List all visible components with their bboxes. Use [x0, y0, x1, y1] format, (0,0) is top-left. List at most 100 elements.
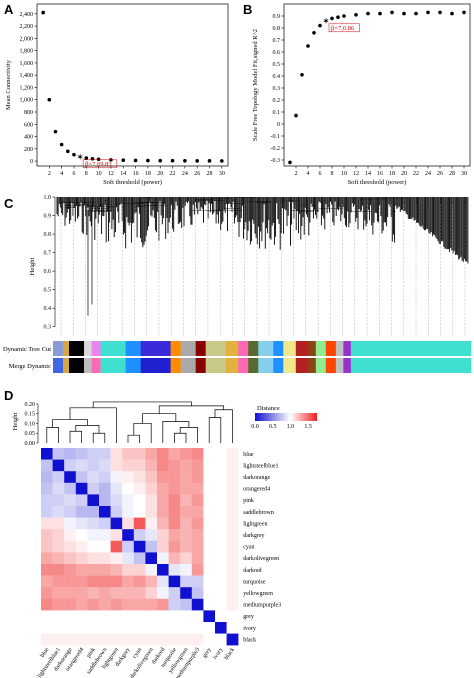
heatmap-cell: [145, 540, 158, 553]
module-color-segment: [343, 341, 352, 356]
highlight-label: β=7,0.86: [331, 25, 355, 32]
column-label: black: [224, 647, 236, 661]
highlight-box: [82, 159, 118, 169]
x-axis-label: Soft threshold (power): [348, 179, 407, 186]
heatmap-cell: [215, 482, 227, 495]
heatmap-cell: [87, 459, 100, 472]
module-color-segment: [283, 358, 297, 373]
y-tick-label: 600: [24, 122, 33, 128]
heatmap-cell: [168, 540, 181, 553]
y-tick-label: 0.9: [44, 214, 52, 220]
heatmap-cell: [203, 622, 216, 634]
heatmap-cell: [99, 598, 111, 611]
heatmap-cell: [157, 564, 169, 576]
heatmap-cell: [122, 448, 134, 460]
heatmap-cell: [145, 529, 158, 541]
heatmap-cell: [110, 598, 123, 611]
module-color-segment: [295, 358, 309, 373]
heatmap-cell: [133, 459, 146, 472]
heatmap-cell: [122, 610, 134, 623]
module-color-segment: [308, 341, 317, 356]
heatmap-cell: [226, 598, 239, 611]
heatmap-cell: [203, 598, 216, 611]
heatmap-cell: [64, 494, 76, 507]
heatmap-cell: [191, 471, 204, 483]
heatmap-cell: [215, 529, 227, 541]
heatmap-cell: [133, 575, 146, 588]
heatmap-cell: [191, 448, 204, 460]
x-tick-label: 2: [295, 171, 298, 177]
heatmap-cell: [87, 598, 100, 611]
y-axis-label: Mean Connectivity: [5, 59, 12, 110]
heatmap-cell: [99, 552, 111, 565]
heatmap-cell: [145, 587, 158, 599]
y-axis-label: Height: [29, 257, 36, 275]
y-tick-label: 800: [24, 110, 33, 116]
heatmap-cell: [168, 506, 181, 518]
heatmap-cell: [191, 622, 204, 634]
heatmap-cell: [41, 517, 53, 530]
heatmap-cell: [52, 482, 65, 495]
y-tick-label: 1,400: [20, 73, 34, 79]
row-label: darkred: [243, 568, 261, 574]
heatmap-cell: [168, 564, 181, 576]
x-tick-label: 20: [157, 171, 163, 177]
heatmap-cell: [157, 459, 169, 472]
heatmap-cell: [145, 633, 158, 646]
data-point: [462, 10, 466, 15]
x-tick-label: 6: [72, 171, 75, 177]
heatmap-cell: [99, 448, 111, 460]
heatmap-cell: [133, 517, 146, 530]
heatmap-cell: [87, 517, 100, 530]
heatmap-cell: [52, 633, 65, 646]
heatmap-cell: [87, 552, 100, 565]
legend-tick-label: 1.5: [304, 424, 312, 430]
heatmap-cell: [110, 575, 123, 588]
module-color-segment: [195, 341, 206, 356]
heatmap-cell: [133, 587, 146, 599]
panel-letter-c: C: [4, 196, 14, 211]
panel-c-cluster-dendrogram: 0.3 0.4 0.5 0.6 0.7 0.8 0.9 1.0 Height Dynamic Tr…: [3, 195, 472, 373]
x-tick-label: 18: [145, 171, 151, 177]
heatmap-cell: [41, 448, 53, 460]
legend-color-bar: [255, 413, 317, 421]
heatmap-cell: [122, 506, 134, 518]
data-point: [207, 159, 212, 163]
heatmap-cell: [180, 459, 192, 472]
heatmap-cell: [157, 587, 169, 599]
highlight-box: [328, 23, 360, 33]
data-point: [402, 11, 406, 16]
module-color-segment: [238, 341, 249, 356]
heatmap-cell: [157, 622, 169, 634]
heatmap-cell: [191, 587, 204, 599]
heatmap-cell: [145, 459, 158, 472]
heatmap-cell: [215, 494, 227, 507]
dendro-y-label: Height: [12, 412, 19, 430]
heatmap-cell: [52, 575, 65, 588]
heatmap-cell: [191, 506, 204, 518]
y-tick-label: 0.5: [273, 62, 281, 68]
heatmap-cell: [203, 564, 216, 576]
heatmap-cell: [122, 459, 134, 472]
heatmap-cell: [145, 575, 158, 588]
heatmap-cell: [168, 552, 181, 565]
data-point: [47, 97, 52, 102]
plot-frame: [36, 3, 229, 167]
module-color-segment: [63, 341, 70, 356]
heatmap-cell: [180, 529, 192, 541]
heatmap-cell: [75, 459, 88, 472]
heatmap-cell: [157, 529, 169, 541]
heatmap-cell: [133, 448, 146, 460]
heatmap-cell: [52, 552, 65, 565]
y-tick-label: 1,200: [20, 85, 34, 91]
module-color-segment: [308, 358, 317, 373]
heatmap-cell: [157, 471, 169, 483]
panel-letter-a: A: [4, 2, 14, 17]
heatmap-cell: [168, 622, 181, 634]
heatmap-cell: [122, 633, 134, 646]
y-tick-label: 2,000: [20, 36, 34, 42]
heatmap-cell: [52, 529, 65, 541]
x-tick-label: 28: [449, 171, 455, 177]
y-tick-label: 0.2: [273, 98, 281, 104]
heatmap-cell: [215, 540, 227, 553]
